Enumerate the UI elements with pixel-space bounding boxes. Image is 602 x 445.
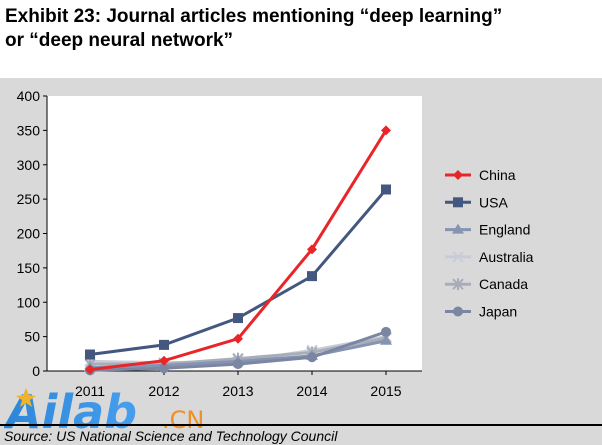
x-tick-label: 2014	[296, 383, 327, 399]
chart-title-line-1: Exhibit 23: Journal articles mentioning …	[5, 6, 503, 27]
legend-label-australia: Australia	[479, 249, 534, 265]
data-point-china	[381, 125, 391, 136]
legend-marker-australia	[452, 251, 464, 263]
y-tick-label: 100	[17, 294, 41, 310]
y-tick-label: 150	[17, 260, 41, 276]
data-point-china	[233, 333, 243, 344]
data-point-usa	[159, 339, 169, 350]
y-tick-label: 0	[32, 363, 40, 379]
title-panel: Exhibit 23: Journal articles mentioning …	[0, 0, 602, 78]
x-tick-label: 2012	[148, 383, 179, 399]
plot-area	[47, 96, 422, 371]
data-point-japan	[381, 326, 391, 337]
y-tick-label: 50	[24, 329, 40, 345]
legend-marker-canada	[452, 278, 464, 291]
data-point-china	[85, 364, 95, 375]
x-tick-label: 2015	[370, 383, 401, 399]
y-tick-label: 400	[17, 88, 41, 104]
data-point-china	[159, 355, 169, 366]
legend-label-usa: USA	[479, 194, 508, 210]
svg-text:.CN: .CN	[162, 406, 204, 434]
chart-area: 0 50 100 150 200 250 300 350 400 2011 2012 2013 2014…	[0, 78, 602, 423]
data-point-china	[307, 244, 317, 255]
legend-label-china: China	[479, 167, 516, 183]
source-note: Source: US National Science and Technolo…	[4, 428, 338, 444]
data-point-england	[380, 334, 392, 345]
chart-title-line-2: or “deep neural network”	[5, 30, 234, 51]
data-point-japan	[307, 352, 317, 363]
legend-marker-japan	[453, 306, 463, 317]
y-tick-label: 200	[17, 226, 41, 242]
y-tick-label: 350	[17, 122, 41, 138]
data-point-usa	[233, 313, 243, 324]
legend-marker-china	[453, 170, 463, 180]
line-chart: 0 50 100 150 200 250 300 350 400 2011 2012 2013 2014…	[0, 78, 602, 423]
data-point-japan	[233, 359, 243, 370]
data-point-usa	[307, 271, 317, 282]
y-tick-label: 250	[17, 191, 41, 207]
x-tick-label: 2013	[222, 383, 253, 399]
watermark-logo: Ailab .CN	[4, 386, 204, 434]
x-tick-label: 2011	[75, 383, 105, 399]
legend-marker-usa	[453, 197, 463, 208]
data-point-japan	[159, 363, 169, 374]
legend-marker-england	[452, 223, 464, 234]
y-tick-label: 300	[17, 157, 41, 173]
data-point-usa	[85, 349, 95, 360]
chart-title: Exhibit 23: Journal articles mentioning …	[5, 5, 595, 53]
star-icon	[16, 388, 36, 407]
legend-label-england: England	[479, 222, 530, 238]
divider-rule	[0, 424, 602, 426]
legend-label-canada: Canada	[479, 276, 528, 292]
legend-label-japan: Japan	[479, 304, 517, 320]
data-point-usa	[381, 184, 391, 195]
